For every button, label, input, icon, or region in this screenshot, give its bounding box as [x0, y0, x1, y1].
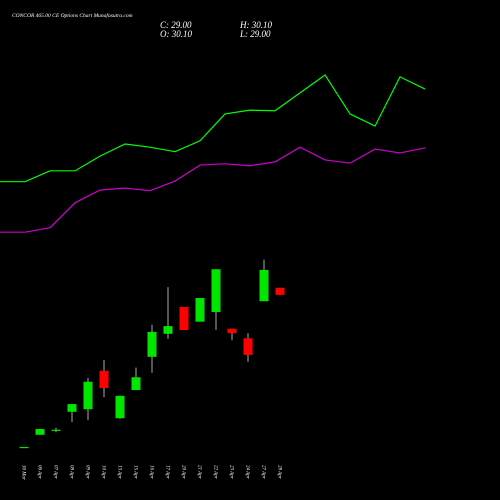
candle-body [195, 298, 205, 322]
candle-body [19, 446, 29, 449]
candle-body [35, 429, 45, 435]
x-tick-label: 30 Mar [21, 465, 26, 480]
x-tick-label: 16 Apr [149, 465, 154, 479]
open-label: O: 30.10 [160, 29, 192, 39]
candle-body [275, 287, 285, 295]
x-tick-label: 28 Apr [277, 465, 282, 479]
chart-title: CONCOR 465.00 CE Options Chart Munafasut… [12, 12, 133, 19]
x-tick-label: 27 Apr [261, 465, 266, 479]
candle-body [67, 404, 77, 412]
low-label: L: 29.00 [239, 29, 271, 39]
x-tick-label: 15 Apr [133, 465, 138, 479]
x-tick-label: 08 Apr [69, 465, 74, 479]
candle-body [179, 306, 189, 330]
candle-body [259, 269, 269, 302]
x-tick-label: 20 Apr [181, 465, 186, 479]
close-label: C: 29.00 [160, 20, 192, 30]
x-tick-label: 07 Apr [53, 465, 58, 479]
high-label: H: 30.10 [239, 20, 272, 30]
candle-body [51, 429, 61, 431]
x-tick-label: 13 Apr [117, 465, 122, 479]
candle-body [243, 338, 253, 355]
x-tick-label: 17 Apr [165, 465, 170, 479]
x-tick-label: 09 Apr [85, 465, 90, 479]
x-tick-label: 21 Apr [197, 465, 202, 479]
candle-body [83, 381, 93, 410]
x-tick-label: 23 Apr [229, 465, 234, 479]
x-tick-label: 10 Apr [101, 465, 106, 479]
x-tick-label: 22 Apr [213, 465, 218, 479]
candle-body [99, 370, 109, 389]
candle-body [131, 377, 141, 391]
x-tick-label: 24 Apr [245, 465, 250, 479]
candle-body [115, 395, 125, 419]
candle-body [211, 269, 221, 313]
indicator-line [0, 146, 426, 233]
candle-body [227, 328, 237, 334]
candle-body [163, 326, 173, 334]
indicator-line [0, 74, 426, 183]
candle-body [147, 331, 157, 357]
x-tick-label: 06 Apr [37, 465, 42, 479]
